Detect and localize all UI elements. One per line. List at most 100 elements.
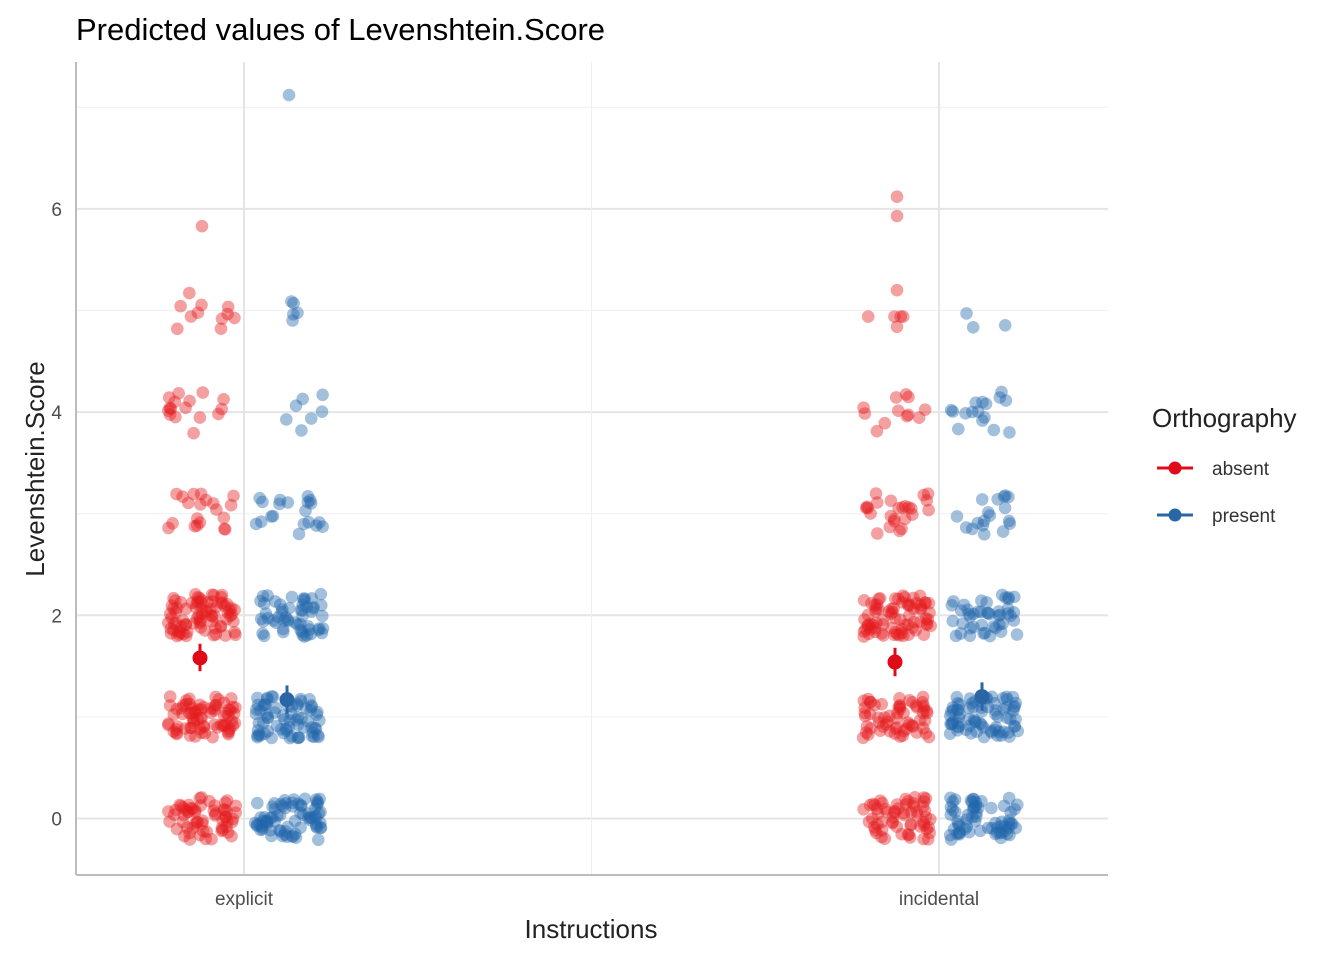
data-point-present	[274, 824, 287, 838]
data-point-present	[305, 700, 318, 714]
data-point-present	[306, 726, 320, 739]
data-point-present	[956, 617, 969, 630]
data-point-absent	[167, 602, 180, 615]
data-point-absent	[200, 825, 213, 838]
data-point-present	[997, 725, 1010, 739]
data-point-absent	[224, 498, 238, 512]
data-point-absent	[187, 714, 200, 727]
data-point-present	[963, 610, 977, 623]
data-point-present	[1000, 693, 1014, 706]
data-point-absent	[205, 615, 219, 628]
data-point-absent	[922, 597, 936, 610]
data-point-present	[278, 801, 292, 815]
data-point-absent	[861, 502, 874, 515]
predicted-point-present	[974, 689, 990, 705]
data-point-present	[954, 627, 968, 640]
data-point-present	[946, 704, 960, 717]
data-point-absent	[869, 605, 882, 618]
data-point-present	[1002, 514, 1016, 528]
data-point-present	[983, 509, 997, 522]
data-point-absent	[897, 706, 910, 720]
data-point-absent	[214, 620, 227, 634]
data-point-absent	[170, 723, 183, 736]
data-point-present	[307, 730, 321, 744]
data-point-present	[967, 801, 981, 814]
data-point-present	[258, 597, 271, 610]
data-point-absent	[188, 519, 202, 533]
data-point-present	[270, 719, 284, 733]
data-point-present	[1009, 821, 1023, 835]
data-point-present	[261, 611, 275, 625]
data-point-absent	[917, 488, 930, 502]
data-point-present	[957, 598, 971, 612]
data-point-present	[1009, 696, 1022, 710]
data-point-absent	[203, 794, 216, 808]
legend-key-point	[1168, 508, 1182, 522]
data-point-present	[950, 703, 964, 717]
data-point-absent	[891, 628, 904, 641]
data-point-absent	[870, 496, 884, 509]
data-point-absent	[226, 812, 240, 826]
data-point-absent	[922, 730, 936, 744]
data-point-present	[944, 709, 957, 722]
data-point-absent	[874, 724, 887, 737]
data-point-absent	[200, 605, 213, 618]
data-point-absent	[188, 706, 201, 719]
data-point-present	[950, 690, 964, 704]
data-point-present	[282, 88, 296, 102]
data-point-present	[314, 821, 327, 835]
data-point-absent	[888, 515, 901, 528]
data-point-absent	[226, 719, 240, 732]
data-point-absent	[897, 806, 910, 820]
data-point-present	[966, 405, 979, 419]
data-point-present	[266, 800, 279, 813]
data-point-present	[944, 705, 958, 719]
data-point-present	[961, 603, 974, 616]
data-point-present	[1007, 704, 1020, 717]
data-point-present	[944, 403, 958, 417]
data-point-present	[313, 516, 326, 529]
data-point-absent	[169, 616, 183, 630]
data-point-present	[944, 833, 958, 846]
data-point-present	[309, 722, 323, 736]
data-point-absent	[904, 806, 918, 819]
data-point-present	[283, 714, 297, 727]
data-point-absent	[224, 601, 238, 615]
data-point-absent	[908, 791, 922, 804]
data-point-present	[974, 717, 987, 730]
data-point-absent	[225, 608, 238, 621]
predicted-point-absent	[887, 654, 903, 670]
data-point-absent	[198, 624, 212, 637]
data-point-absent	[190, 519, 204, 532]
data-point-present	[1002, 791, 1016, 805]
data-point-present	[292, 797, 305, 810]
data-point-absent	[898, 591, 911, 604]
data-point-present	[275, 605, 289, 619]
data-point-present	[296, 628, 310, 642]
data-point-absent	[162, 616, 175, 629]
data-point-absent	[193, 698, 207, 712]
data-point-present	[294, 623, 308, 637]
data-point-absent	[191, 595, 204, 609]
data-point-absent	[204, 603, 217, 616]
data-point-absent	[902, 628, 915, 641]
data-point-present	[977, 721, 990, 734]
data-point-absent	[220, 718, 233, 731]
data-point-present	[946, 716, 960, 729]
data-point-present	[953, 819, 966, 833]
data-point-present	[310, 821, 324, 834]
data-point-absent	[880, 718, 893, 731]
data-point-present	[993, 391, 1007, 404]
data-point-absent	[195, 219, 209, 233]
data-point-present	[1003, 426, 1016, 439]
data-point-present	[1010, 628, 1024, 641]
data-point-present	[949, 629, 963, 643]
data-point-absent	[882, 605, 896, 618]
data-point-present	[984, 724, 998, 738]
data-point-absent	[896, 310, 910, 323]
data-point-absent	[211, 721, 225, 734]
data-point-absent	[905, 719, 919, 732]
data-point-present	[313, 792, 326, 806]
data-point-present	[996, 525, 1010, 538]
data-point-present	[977, 514, 991, 528]
